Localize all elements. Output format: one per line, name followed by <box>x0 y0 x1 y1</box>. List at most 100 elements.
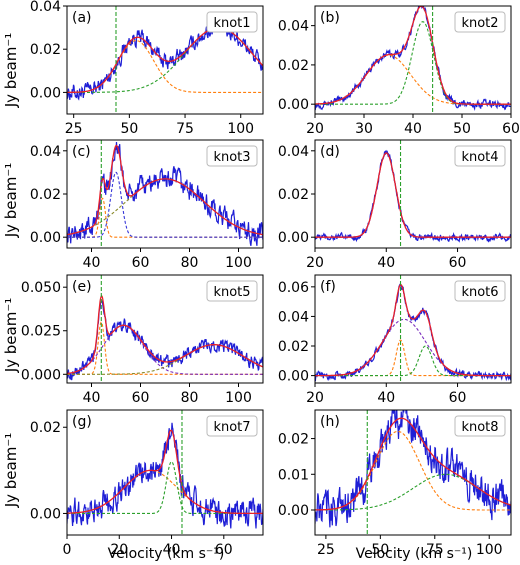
plot-area <box>315 140 511 248</box>
gaussian-component-3 <box>67 178 263 236</box>
panel-label: (c) <box>72 144 91 160</box>
total-fit-line <box>67 294 263 375</box>
x-tick-label: 80 <box>181 255 199 271</box>
total-fit-line <box>67 144 263 236</box>
knot-legend-label: knot5 <box>213 285 250 300</box>
y-tick-label: 0.00 <box>30 230 61 246</box>
axes-frame <box>66 409 264 536</box>
x-tick-label: 25 <box>317 542 335 558</box>
axes-frame <box>66 274 264 384</box>
y-tick-label: 0.02 <box>30 42 61 58</box>
x-axis-label-right: Velocity (km s⁻¹) <box>356 546 473 562</box>
y-tick-label: 0.04 <box>30 144 61 160</box>
y-tick-label: 0.025 <box>21 324 61 340</box>
knot-legend-box <box>206 415 258 437</box>
x-tick-label: 60 <box>215 542 233 558</box>
panel-knot1: 25 50 75 100 0.00 0.02 0.04 (a) knot1 <box>30 0 264 137</box>
knot-legend-label: knot3 <box>213 150 250 165</box>
x-tick-label: 40 <box>377 390 395 406</box>
gaussian-component-2 <box>315 21 511 105</box>
y-axis-label-row2: Jy beam⁻¹ <box>2 163 20 239</box>
x-tick-label: 30 <box>355 121 373 137</box>
knot-legend-box <box>206 11 258 33</box>
panel-knot7: 0 20 40 60 0.00 0.02 (g) knot7 <box>30 409 264 558</box>
axes-frame <box>314 274 512 384</box>
gaussian-component-1 <box>67 40 263 93</box>
y-tick-label: 0.04 <box>278 309 309 325</box>
x-tick-label: 100 <box>227 121 254 137</box>
panel-label: (h) <box>320 414 340 430</box>
total-fit-line <box>315 6 511 105</box>
x-tick-label: 20 <box>306 121 324 137</box>
plot-area <box>67 140 263 248</box>
panel-label: (f) <box>320 279 336 295</box>
x-tick-label: 60 <box>502 121 520 137</box>
panel-label: (b) <box>320 10 340 26</box>
knot-legend-label: knot2 <box>461 16 498 31</box>
observed-spectrum-line <box>67 16 263 101</box>
plot-area <box>67 275 263 383</box>
gaussian-component-1 <box>315 318 511 377</box>
y-tick-label: 0.02 <box>30 187 61 203</box>
x-tick-label: 40 <box>404 121 422 137</box>
total-fit-line <box>315 283 511 377</box>
total-fit-line <box>315 417 511 511</box>
y-tick-label: 0.06 <box>278 280 309 296</box>
x-tick-label: 50 <box>120 121 138 137</box>
y-tick-label: 0.04 <box>278 144 309 160</box>
y-tick-label: 0.02 <box>278 187 309 203</box>
x-tick-label: 20 <box>306 390 324 406</box>
knot-legend-box <box>454 415 506 437</box>
knot-legend-label: knot8 <box>461 420 498 435</box>
y-axis-label-row1: Jy beam⁻¹ <box>2 33 20 109</box>
y-tick-label: 0.04 <box>278 19 309 35</box>
knot-legend-box <box>454 280 506 302</box>
gaussian-component-2 <box>67 171 263 238</box>
x-tick-label: 100 <box>225 390 252 406</box>
panel-knot2: 20 30 40 50 60 0.00 0.02 0.04 (b) knot2 <box>278 5 520 137</box>
x-tick-label: 75 <box>176 121 194 137</box>
y-tick-label: 0.02 <box>278 432 309 448</box>
panel-label: (e) <box>72 279 92 295</box>
panel-label: (a) <box>72 10 92 26</box>
x-axis-label-left: Velocity (km s⁻¹) <box>108 546 225 562</box>
knot-legend-label: knot6 <box>461 285 498 300</box>
y-tick-label: 0.00 <box>278 503 309 519</box>
x-tick-label: 50 <box>371 542 389 558</box>
x-tick-label: 100 <box>225 255 252 271</box>
total-fit-line <box>315 152 511 238</box>
knot-legend-label: knot7 <box>213 420 250 435</box>
plot-area <box>315 6 511 114</box>
knot-legend-label: knot1 <box>213 16 250 31</box>
y-tick-label: 0.02 <box>30 420 61 436</box>
x-tick-label: 60 <box>449 255 467 271</box>
plot-area <box>315 275 511 383</box>
x-tick-label: 60 <box>132 255 150 271</box>
panel-knot5: 40 60 80 100 0.000 0.025 0.050 (e) knot5 <box>21 274 264 406</box>
y-tick-label: 0.050 <box>21 280 61 296</box>
y-tick-label: 0.02 <box>278 339 309 355</box>
x-tick-label: 20 <box>306 255 324 271</box>
y-tick-label: 0.02 <box>278 58 309 74</box>
panel-knot6: 20 40 60 0.00 0.02 0.04 0.06 (f) knot6 <box>278 274 512 406</box>
y-axis-label-row4: Jy beam⁻¹ <box>2 433 20 509</box>
panel-knot3: 40 60 80 100 0.00 0.02 0.04 (c) knot3 <box>30 139 264 271</box>
y-tick-label: 0.00 <box>278 97 309 113</box>
y-tick-label: 0.00 <box>278 369 309 385</box>
plot-area <box>67 410 263 535</box>
y-tick-label: 0.04 <box>30 0 61 15</box>
x-tick-label: 40 <box>83 390 101 406</box>
x-tick-label: 50 <box>453 121 471 137</box>
x-tick-label: 80 <box>181 390 199 406</box>
y-tick-label: 0.00 <box>278 230 309 246</box>
axes-frame <box>314 409 512 536</box>
panel-knot8: 25 50 75 100 0.00 0.01 0.02 (h) knot8 <box>278 409 512 558</box>
knot-legend-box <box>206 280 258 302</box>
knot-legend-label: knot4 <box>461 150 498 165</box>
knot-legend-box <box>454 145 506 167</box>
x-tick-label: 0 <box>63 542 72 558</box>
x-tick-label: 40 <box>83 255 101 271</box>
x-tick-label: 40 <box>163 542 181 558</box>
x-tick-label: 20 <box>110 542 128 558</box>
